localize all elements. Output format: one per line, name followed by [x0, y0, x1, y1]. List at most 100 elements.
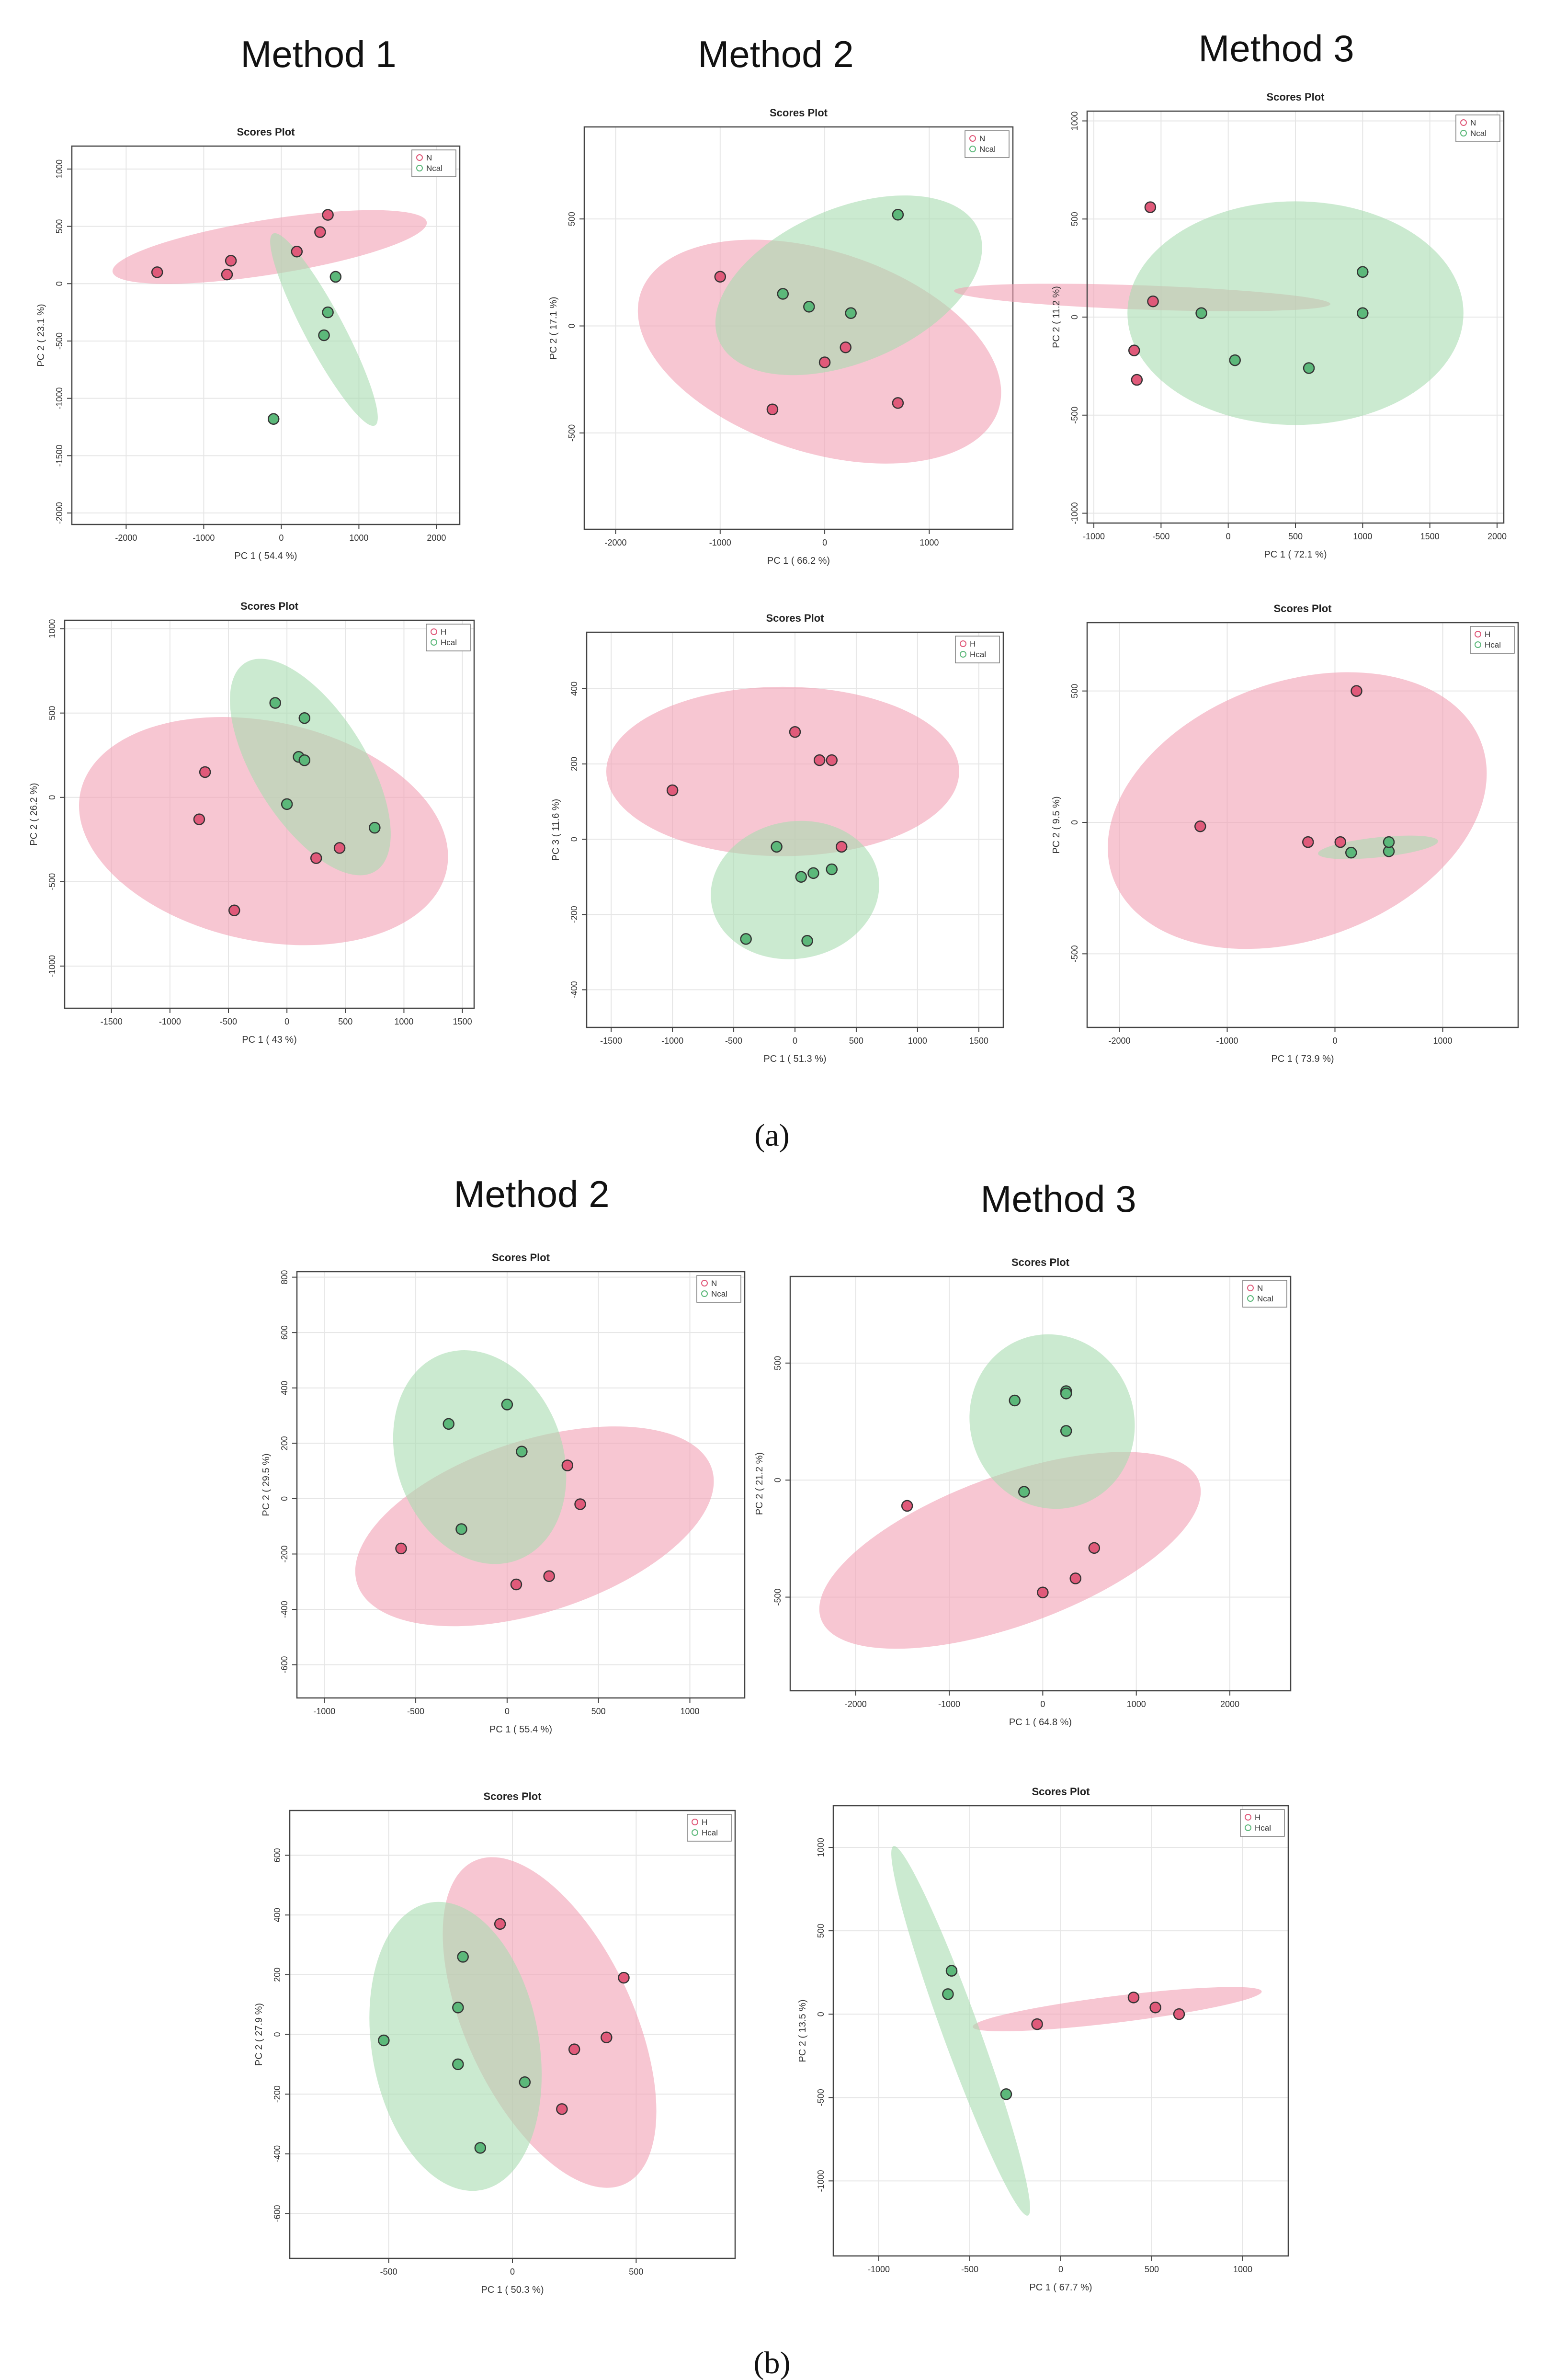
scores-plot-a-m2-bottom: Scores Plot -1500 -1000 -500 0 500 1000 1500 -40…	[551, 612, 1004, 1064]
y-tick-label: 0	[1070, 315, 1079, 319]
x-tick-label: -1000	[938, 1699, 960, 1709]
x-axis-label: PC 1 ( 64.8 %)	[1009, 1717, 1072, 1728]
x-tick-label: -1000	[1216, 1036, 1238, 1046]
score-point-H	[494, 1918, 506, 1930]
score-point-Ncal	[1357, 266, 1369, 278]
legend-marker-Hcal	[692, 1829, 698, 1836]
legend-marker-N	[969, 135, 976, 142]
scores-plot-b-m3-top: Scores Plot -2000 -1000 0 1000 2000 -500 0 500 PC…	[754, 1256, 1292, 1728]
y-tick-label: 0	[55, 281, 64, 286]
score-point-Ncal	[1060, 1388, 1072, 1400]
scores-plot-b-m2-top: Scores Plot -1000 -500 0 500 1000 -600 -400 -200…	[261, 1252, 746, 1735]
score-point-Ncal	[1060, 1425, 1072, 1437]
x-tick-label: 1500	[969, 1036, 988, 1046]
legend-marker-H	[692, 1819, 698, 1825]
score-point-H	[666, 784, 679, 797]
legend-marker-H	[1475, 631, 1481, 638]
score-point-N	[510, 1578, 522, 1591]
x-axis-label: PC 1 ( 66.2 %)	[767, 556, 830, 566]
x-tick-label: -2000	[1108, 1036, 1130, 1046]
method-header-a-1: Method 1	[240, 33, 396, 75]
x-tick-label: -500	[961, 2265, 978, 2274]
scores-plot-b-m3-bottom: Scores Plot -1000 -500 0 500 1000 -1000 -500 0 50…	[797, 1786, 1289, 2293]
plot-title: Scores Plot	[1011, 1256, 1070, 1268]
legend-label-N: N	[979, 134, 985, 143]
legend-marker-Ncal	[1247, 1295, 1254, 1302]
x-tick-label: 1000	[1433, 1036, 1452, 1046]
plot-frame	[296, 1271, 746, 1699]
confidence-ellipse-Hcal	[369, 1902, 542, 2191]
y-tick-label: -500	[567, 424, 577, 442]
score-point-Ncal	[455, 1523, 467, 1535]
legend-label-Ncal: Ncal	[711, 1289, 727, 1298]
y-tick-label: 0	[773, 1478, 783, 1482]
score-point-N	[892, 397, 904, 409]
x-tick-label: 2000	[427, 533, 446, 543]
score-point-Hcal	[1345, 846, 1357, 859]
y-tick-label: -1000	[55, 387, 64, 410]
legend-marker-H	[1245, 1814, 1251, 1821]
score-point-H	[813, 754, 826, 766]
y-tick-label: -500	[773, 1589, 783, 1606]
confidence-ellipse-H	[1108, 672, 1487, 949]
score-point-H	[1173, 2008, 1185, 2020]
method-header-b-2: Method 2	[454, 1173, 609, 1215]
score-point-Ncal	[516, 1446, 528, 1458]
y-tick-label: -600	[272, 2205, 282, 2222]
x-tick-label: 2000	[1487, 532, 1507, 541]
x-tick-label: -1500	[600, 1036, 622, 1046]
score-point-N	[1144, 201, 1157, 213]
y-tick-label: 0	[816, 2012, 826, 2016]
score-point-H	[199, 766, 211, 778]
x-tick-label: -500	[407, 1707, 424, 1716]
y-tick-label: -200	[569, 906, 579, 923]
y-tick-label: -500	[816, 2089, 826, 2106]
legend-marker-N	[416, 154, 423, 161]
x-tick-label: 0	[505, 1707, 510, 1716]
y-tick-label: -400	[272, 2145, 282, 2163]
score-point-Hcal	[807, 867, 819, 879]
score-point-N	[221, 268, 233, 281]
plot-title: Scores Plot	[1273, 603, 1332, 615]
y-tick-label: 500	[1070, 684, 1079, 698]
x-tick-label: -2000	[845, 1699, 867, 1709]
confidence-ellipse-Hcal	[230, 659, 391, 876]
score-point-Ncal	[1195, 307, 1207, 319]
score-point-Ncal	[329, 271, 342, 283]
legend-marker-Hcal	[960, 651, 966, 658]
x-axis-label: PC 1 ( 72.1 %)	[1264, 549, 1327, 560]
score-point-N	[314, 226, 326, 238]
y-tick-label: 400	[280, 1381, 289, 1395]
score-point-Hcal	[1000, 2088, 1012, 2100]
confidence-ellipse-H	[606, 686, 959, 856]
score-point-Hcal	[369, 821, 381, 834]
score-point-Ncal	[845, 307, 857, 319]
legend-marker-Hcal	[1245, 1824, 1251, 1831]
y-tick-label: -500	[55, 332, 64, 350]
x-tick-label: 500	[1288, 532, 1303, 541]
x-tick-label: 0	[822, 538, 827, 547]
y-tick-label: -500	[47, 873, 57, 890]
legend-marker-Hcal	[431, 639, 437, 646]
method-header-a-2: Method 2	[698, 33, 853, 75]
legend-label-Hcal: Hcal	[1485, 640, 1501, 649]
score-point-H	[310, 852, 322, 864]
score-point-H	[1149, 2002, 1161, 2014]
score-point-Ncal	[777, 288, 789, 300]
legend-label-H: H	[1485, 630, 1490, 639]
score-point-N	[1147, 295, 1159, 307]
y-tick-label: 200	[272, 1968, 282, 1982]
x-tick-label: 1000	[394, 1017, 413, 1026]
score-point-H	[826, 754, 838, 766]
score-point-Hcal	[519, 2076, 531, 2088]
confidence-ellipse-H	[973, 1987, 1262, 2031]
y-tick-label: 500	[55, 219, 64, 234]
score-point-Hcal	[1383, 836, 1395, 848]
x-tick-label: -500	[220, 1017, 237, 1026]
score-point-Ncal	[1229, 354, 1241, 366]
score-point-H	[568, 2043, 580, 2055]
legend-label-N: N	[711, 1279, 717, 1288]
plot-title: Scores Plot	[492, 1252, 550, 1264]
score-point-H	[1351, 685, 1362, 697]
